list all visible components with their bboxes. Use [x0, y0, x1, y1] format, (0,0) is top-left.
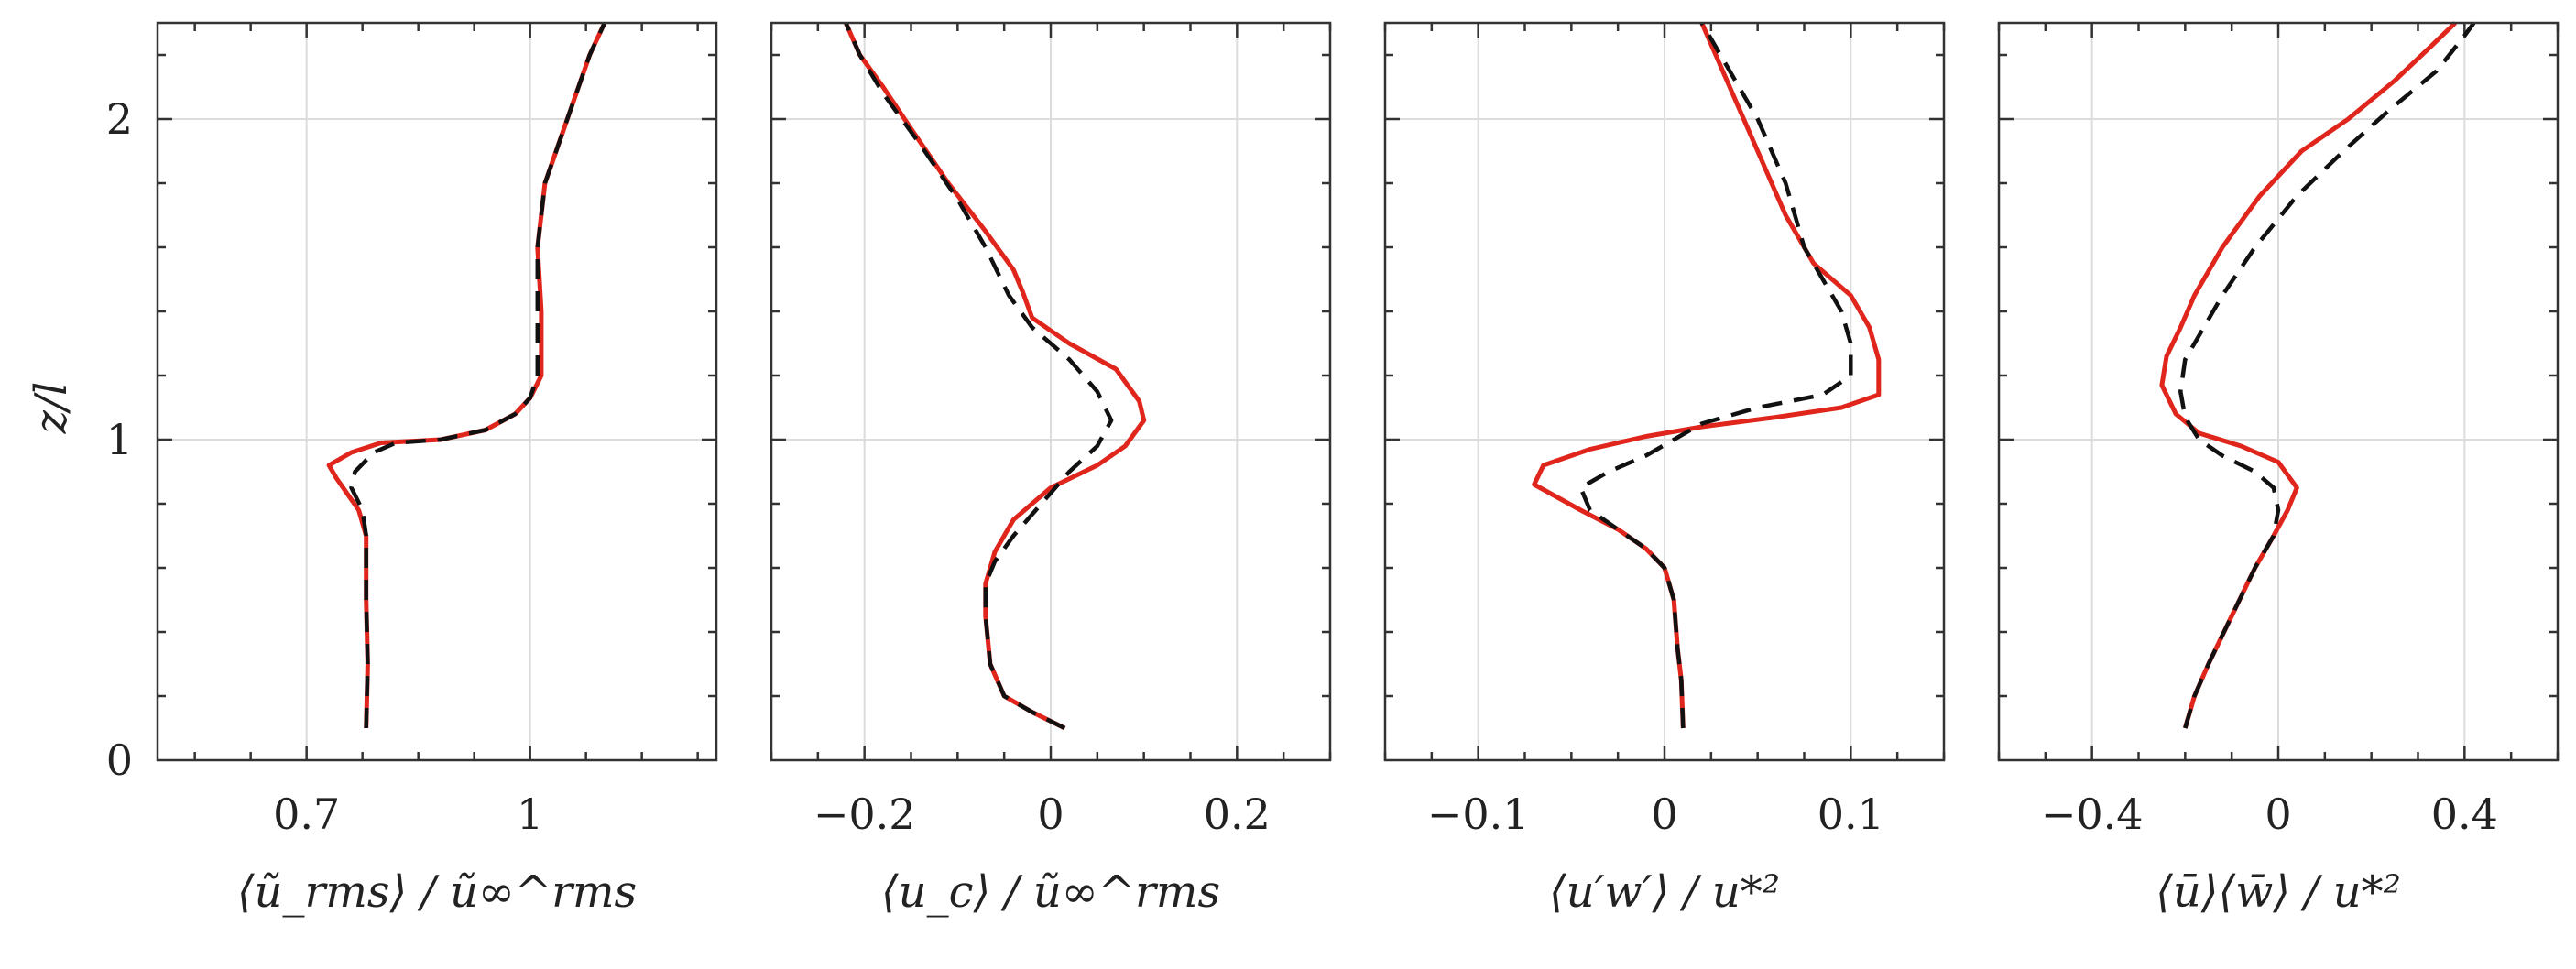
panel-4: −0.4 0 0.4 ⟨ū⟩⟨w̄⟩ / u*²: [1997, 21, 2560, 918]
series-solid-line: [1532, 22, 1882, 729]
x-tick-label: 0: [1651, 789, 1677, 839]
series-solid-line: [2159, 21, 2457, 729]
series-dashed-line: [1578, 21, 1853, 729]
x-tick-label: −0.4: [2041, 789, 2144, 839]
y-tick-label: 0: [106, 735, 133, 785]
panel-3: −0.1 0 0.1 ⟨u′w′⟩ / u*²: [1383, 21, 1946, 918]
x-tick-label: 0: [2265, 789, 2291, 839]
series-dashed-line: [349, 22, 607, 729]
x-tick-label: 0.2: [1204, 789, 1271, 839]
y-tick-label: 2: [106, 94, 133, 144]
plot-frame: [1383, 21, 1946, 762]
panel-1: 0.7 1 ⟨ũ_rms⟩ / ũ∞^rms: [156, 21, 718, 918]
series-dashed-line: [2178, 21, 2476, 729]
x-axis-label: ⟨ū⟩⟨w̄⟩ / u*²: [2156, 866, 2401, 918]
plot-frame: [1997, 21, 2560, 762]
x-tick-label: −0.1: [1427, 789, 1530, 839]
panels: 0.7 1 ⟨ũ_rms⟩ / ũ∞^rms −0.2 0 0.2 ⟨u_c⟩ / ũ∞^r…: [106, 21, 2560, 918]
x-tick-label: 0.7: [273, 789, 340, 839]
y-tick-label: 1: [106, 415, 133, 464]
plot-frame: [156, 21, 718, 762]
y-axis-label: z/l: [26, 382, 77, 435]
x-tick-label: 0: [1037, 789, 1064, 839]
x-tick-label: −0.2: [813, 789, 916, 839]
series-dashed-line: [844, 22, 1114, 731]
series-solid-line: [844, 21, 1147, 731]
x-axis-label: ⟨ũ_rms⟩ / ũ∞^rms: [237, 866, 637, 918]
x-tick-label: 0.1: [1817, 789, 1884, 839]
panel-2: −0.2 0 0.2 ⟨u_c⟩ / ũ∞^rms: [770, 21, 1332, 918]
x-tick-label: 0.4: [2431, 789, 2498, 839]
series-solid-line: [326, 21, 607, 729]
x-axis-label: ⟨u′w′⟩ / u*²: [1549, 866, 1780, 918]
x-axis-label: ⟨u_c⟩ / ũ∞^rms: [881, 866, 1220, 918]
x-tick-label: 1: [517, 789, 543, 839]
plot-frame: [770, 21, 1332, 762]
